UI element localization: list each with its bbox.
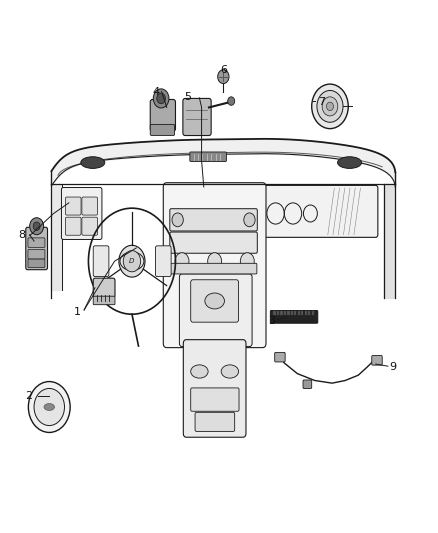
FancyBboxPatch shape [170, 209, 257, 231]
FancyBboxPatch shape [270, 311, 318, 323]
FancyBboxPatch shape [303, 380, 312, 389]
FancyBboxPatch shape [65, 217, 81, 235]
FancyBboxPatch shape [183, 99, 211, 135]
Circle shape [208, 253, 222, 270]
Text: 9: 9 [389, 362, 397, 372]
Ellipse shape [191, 365, 208, 378]
Circle shape [312, 84, 348, 128]
Circle shape [123, 251, 141, 272]
Text: 8: 8 [19, 230, 26, 240]
FancyBboxPatch shape [28, 259, 45, 268]
FancyBboxPatch shape [312, 311, 314, 315]
FancyBboxPatch shape [291, 311, 293, 315]
Text: 1: 1 [74, 306, 81, 317]
Text: 4: 4 [152, 86, 159, 96]
Ellipse shape [120, 252, 144, 270]
Circle shape [28, 382, 70, 432]
Circle shape [228, 97, 235, 106]
FancyBboxPatch shape [301, 311, 304, 315]
FancyBboxPatch shape [280, 311, 283, 315]
FancyBboxPatch shape [284, 311, 286, 315]
FancyBboxPatch shape [61, 188, 102, 239]
FancyBboxPatch shape [191, 280, 239, 322]
Circle shape [322, 97, 338, 116]
Ellipse shape [205, 293, 224, 309]
FancyBboxPatch shape [82, 197, 98, 215]
Circle shape [33, 222, 40, 230]
FancyBboxPatch shape [184, 340, 246, 437]
Ellipse shape [44, 403, 54, 410]
FancyBboxPatch shape [277, 311, 279, 315]
Circle shape [34, 389, 64, 425]
FancyBboxPatch shape [65, 197, 81, 215]
Text: 2: 2 [25, 391, 32, 401]
Circle shape [172, 213, 184, 227]
Text: 7: 7 [318, 97, 325, 107]
Circle shape [244, 213, 255, 227]
FancyBboxPatch shape [82, 217, 98, 235]
Circle shape [119, 245, 145, 277]
FancyBboxPatch shape [305, 311, 307, 315]
FancyBboxPatch shape [195, 413, 235, 431]
FancyBboxPatch shape [190, 152, 226, 161]
FancyBboxPatch shape [28, 249, 45, 259]
Circle shape [240, 253, 254, 270]
Circle shape [218, 70, 229, 84]
Ellipse shape [81, 157, 105, 168]
Ellipse shape [221, 365, 239, 378]
Circle shape [157, 93, 166, 104]
Text: D: D [129, 258, 134, 264]
FancyBboxPatch shape [180, 274, 252, 346]
FancyBboxPatch shape [287, 311, 290, 315]
FancyBboxPatch shape [298, 311, 300, 315]
Text: 5: 5 [184, 92, 191, 102]
FancyBboxPatch shape [170, 263, 257, 274]
FancyBboxPatch shape [308, 311, 311, 315]
Ellipse shape [338, 157, 361, 168]
FancyBboxPatch shape [93, 246, 109, 277]
Circle shape [153, 89, 169, 108]
Text: 3: 3 [268, 316, 276, 326]
Circle shape [30, 217, 44, 235]
FancyBboxPatch shape [163, 183, 266, 348]
Circle shape [326, 102, 333, 111]
FancyBboxPatch shape [372, 356, 382, 365]
FancyBboxPatch shape [26, 227, 47, 270]
Text: 6: 6 [220, 66, 227, 75]
FancyBboxPatch shape [28, 238, 45, 247]
FancyBboxPatch shape [294, 311, 297, 315]
FancyBboxPatch shape [170, 232, 257, 253]
FancyBboxPatch shape [260, 185, 378, 237]
FancyBboxPatch shape [93, 278, 115, 297]
FancyBboxPatch shape [273, 311, 276, 315]
FancyBboxPatch shape [150, 124, 175, 135]
FancyBboxPatch shape [275, 352, 285, 362]
FancyBboxPatch shape [150, 100, 176, 131]
FancyBboxPatch shape [93, 296, 115, 305]
FancyBboxPatch shape [191, 388, 239, 411]
Circle shape [175, 253, 189, 270]
Circle shape [317, 91, 343, 122]
FancyBboxPatch shape [155, 246, 171, 277]
